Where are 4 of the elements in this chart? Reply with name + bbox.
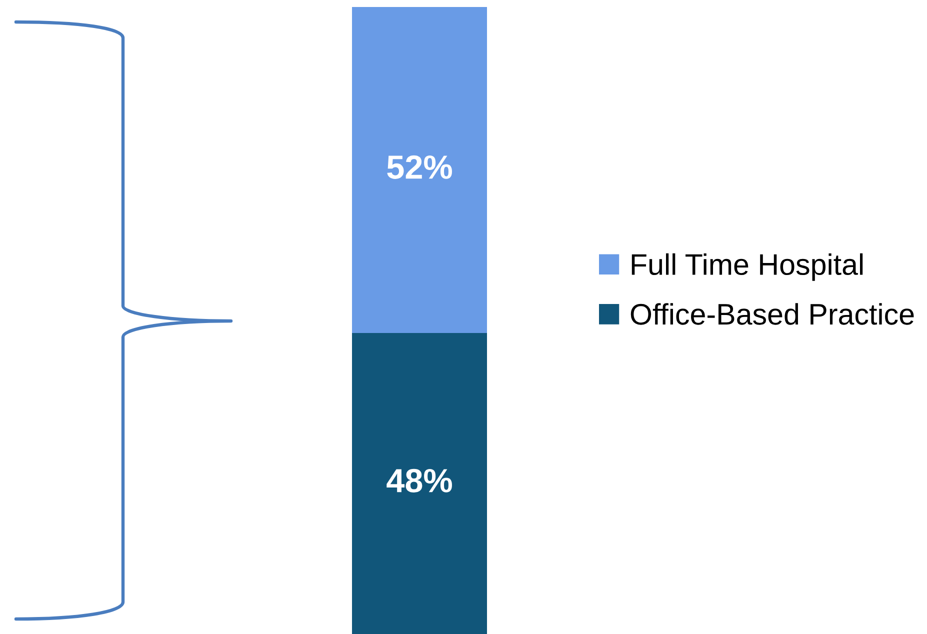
- legend-label: Office-Based Practice: [630, 303, 914, 325]
- data-label: 52%: [387, 155, 452, 179]
- data-label: 48%: [386, 468, 452, 492]
- legend-label: Full Time Hospital: [632, 253, 863, 281]
